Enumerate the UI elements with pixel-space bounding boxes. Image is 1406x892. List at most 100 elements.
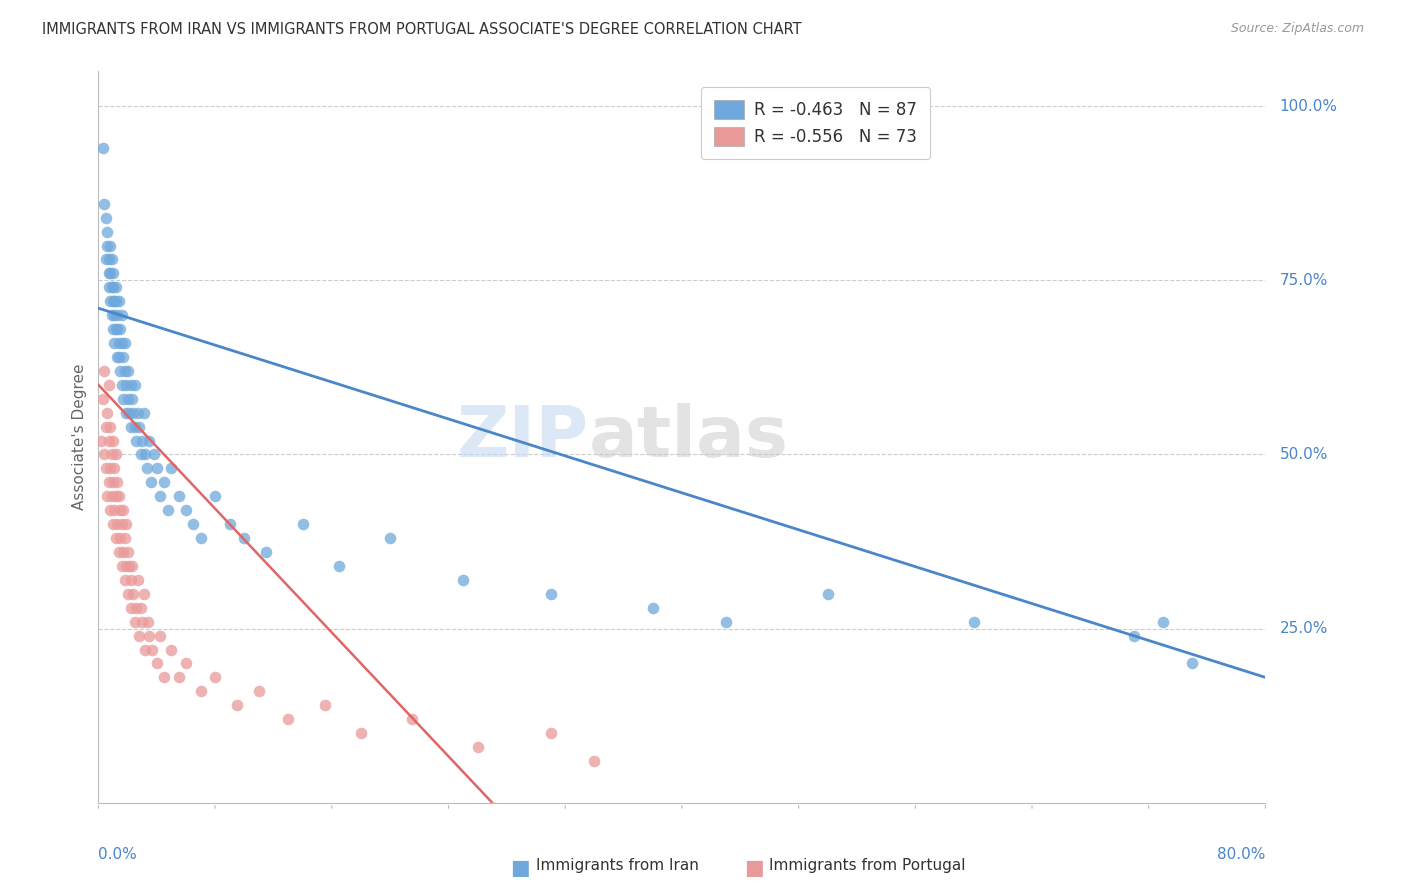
Point (97, 434, 120, 448)
Point (233, 531, 256, 545)
Text: 50.0%: 50.0% (1279, 447, 1327, 462)
Point (104, 294, 127, 309)
Point (226, 698, 249, 713)
Point (131, 615, 153, 629)
Point (350, 726, 373, 740)
Point (160, 461, 183, 475)
Point (94, 211, 117, 225)
Point (101, 517, 124, 532)
Point (714, 615, 737, 629)
Point (97, 280, 120, 294)
Y-axis label: Associate's Degree: Associate's Degree (72, 364, 87, 510)
Point (218, 517, 240, 532)
Point (91, 141, 114, 155)
Point (118, 558, 141, 573)
Point (1181, 657, 1204, 671)
Text: 80.0%: 80.0% (1218, 847, 1265, 862)
Point (111, 336, 134, 351)
Point (132, 587, 155, 601)
Point (138, 434, 160, 448)
Point (98, 503, 121, 517)
Text: ■: ■ (744, 858, 763, 878)
Point (128, 629, 150, 643)
Point (127, 406, 149, 420)
Point (93, 364, 115, 378)
Point (125, 434, 148, 448)
Point (120, 573, 142, 587)
Point (98, 266, 121, 280)
Point (101, 280, 124, 294)
Point (117, 587, 139, 601)
Point (204, 489, 226, 503)
Point (96, 238, 118, 252)
Point (90, 434, 112, 448)
Point (114, 336, 136, 351)
Point (328, 558, 350, 573)
Point (100, 448, 122, 462)
Point (100, 280, 122, 294)
Point (451, 573, 474, 587)
Point (138, 629, 160, 643)
Point (111, 517, 134, 532)
Point (135, 461, 157, 475)
Point (103, 461, 125, 475)
Point (120, 419, 142, 434)
Point (103, 308, 125, 322)
Point (103, 336, 125, 351)
Point (124, 615, 146, 629)
Point (101, 322, 124, 336)
Point (134, 642, 156, 657)
Text: Immigrants from Portugal: Immigrants from Portugal (769, 858, 966, 872)
Point (118, 406, 141, 420)
Point (104, 448, 127, 462)
Point (1152, 615, 1174, 629)
Point (149, 489, 172, 503)
Point (120, 377, 142, 392)
Point (120, 600, 142, 615)
Text: ZIP: ZIP (457, 402, 589, 472)
Point (641, 600, 664, 615)
Point (146, 657, 169, 671)
Point (136, 615, 159, 629)
Point (291, 517, 314, 532)
Point (104, 489, 127, 503)
Point (174, 503, 197, 517)
Point (105, 350, 128, 364)
Point (100, 252, 122, 267)
Point (174, 657, 197, 671)
Point (115, 558, 138, 573)
Point (540, 726, 562, 740)
Point (132, 406, 155, 420)
Point (97, 475, 120, 490)
Point (122, 406, 145, 420)
Point (277, 712, 299, 726)
Text: Immigrants from Iran: Immigrants from Iran (536, 858, 699, 872)
Point (101, 475, 124, 490)
Point (149, 629, 172, 643)
Point (146, 461, 169, 475)
Point (112, 545, 135, 559)
Text: IMMIGRANTS FROM IRAN VS IMMIGRANTS FROM PORTUGAL ASSOCIATE'S DEGREE CORRELATION : IMMIGRANTS FROM IRAN VS IMMIGRANTS FROM … (42, 22, 801, 37)
Point (98, 419, 121, 434)
Point (153, 670, 176, 684)
Text: ■: ■ (510, 858, 530, 878)
Point (93, 196, 115, 211)
Point (139, 475, 162, 490)
Point (121, 558, 143, 573)
Point (153, 475, 176, 490)
Point (110, 503, 132, 517)
Text: Source: ZipAtlas.com: Source: ZipAtlas.com (1230, 22, 1364, 36)
Point (108, 489, 131, 503)
Point (129, 448, 152, 462)
Point (97, 377, 120, 392)
Text: 0.0%: 0.0% (98, 847, 138, 862)
Point (94, 461, 117, 475)
Point (112, 392, 135, 406)
Point (204, 670, 226, 684)
Point (96, 406, 118, 420)
Point (380, 531, 402, 545)
Point (160, 642, 183, 657)
Point (114, 531, 136, 545)
Point (117, 392, 139, 406)
Point (247, 684, 270, 698)
